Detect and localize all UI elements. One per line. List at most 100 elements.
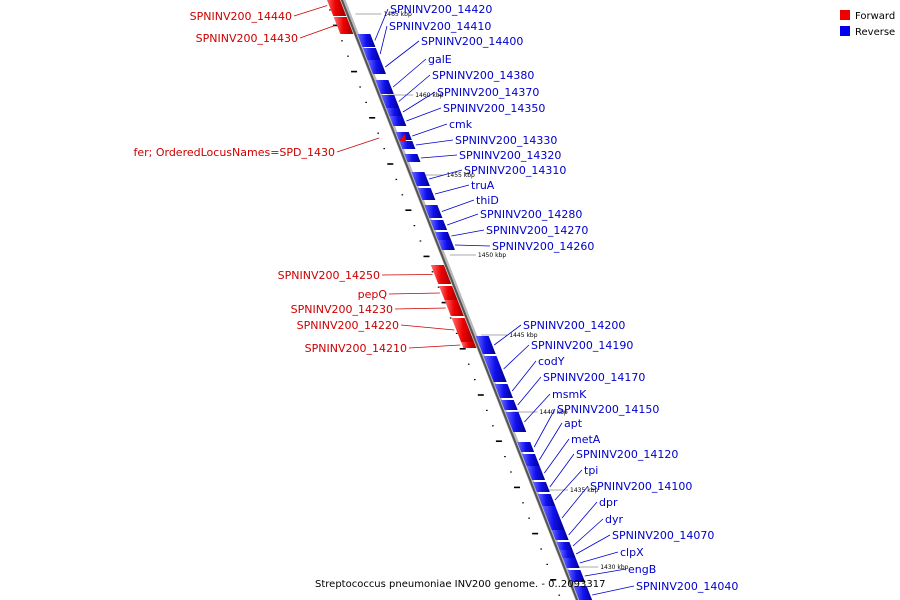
gene-leader	[406, 107, 442, 122]
gene-leader	[381, 274, 433, 276]
scale-tick-label: 1450 kbp	[478, 252, 506, 259]
gene-block-spninv200-14170[interactable]	[500, 400, 518, 410]
gene-block-spninv200-14420[interactable]	[357, 34, 376, 47]
gene-label-cmk[interactable]: cmk	[449, 118, 473, 131]
gene-label-spninv200-14260[interactable]: SPNINV200_14260	[492, 240, 594, 253]
gene-label-spninv200-14230[interactable]: SPNINV200_14230	[291, 303, 393, 316]
gene-block-spninv200-14280[interactable]	[430, 220, 448, 230]
gene-label-spninv200-14330[interactable]: SPNINV200_14330	[455, 134, 557, 147]
gene-label-spninv200-14150[interactable]: SPNINV200_14150	[557, 403, 659, 416]
gene-block-clpx[interactable]	[562, 558, 580, 568]
gene-label-spninv200-14420[interactable]: SPNINV200_14420	[390, 3, 492, 16]
gene-leader	[455, 244, 491, 247]
gene-label-spninv200-14170[interactable]: SPNINV200_14170	[543, 371, 645, 384]
scale-tick-label: 1455 kbp	[447, 172, 475, 179]
gene-label-spninv200-14250[interactable]: SPNINV200_14250	[278, 269, 380, 282]
gene-label-spninv200-14380[interactable]: SPNINV200_14380	[432, 69, 534, 82]
gene-label-engb[interactable]: engB	[628, 563, 656, 576]
gene-block-fer-orderedlocusnames-spd-1430[interactable]	[398, 134, 406, 141]
gene-block-spninv200-14220[interactable]	[451, 318, 475, 342]
gene-label-spninv200-14270[interactable]: SPNINV200_14270	[486, 224, 588, 237]
gene-block-spninv200-14380[interactable]	[381, 95, 400, 108]
gene-block-pepq[interactable]	[439, 286, 458, 300]
gene-block-spninv200-14210[interactable]	[461, 342, 477, 348]
gene-block-spninv200-14320[interactable]	[404, 154, 421, 162]
gene-label-spninv200-14210[interactable]: SPNINV200_14210	[305, 342, 407, 355]
gene-block-engb[interactable]	[567, 570, 586, 582]
gene-block-spninv200-14270[interactable]	[434, 232, 452, 240]
gene-label-spninv200-14430[interactable]: SPNINV200_14430	[196, 32, 298, 45]
gene-leader	[299, 25, 336, 39]
gene-leader	[408, 344, 461, 349]
gene-block-spninv200-14410[interactable]	[362, 48, 381, 60]
gene-label-spninv200-14400[interactable]: SPNINV200_14400	[421, 35, 523, 48]
gene-leader	[402, 91, 436, 113]
gene-label-spninv200-14190[interactable]: SPNINV200_14190	[531, 339, 633, 352]
gene-block-spninv200-14310[interactable]	[411, 172, 430, 186]
gene-label-spninv200-14370[interactable]: SPNINV200_14370	[437, 86, 539, 99]
gene-label-fer-orderedlocusnames-spd-1430[interactable]: fer; OrderedLocusNames=SPD_1430	[133, 146, 335, 159]
gene-label-spninv200-14100[interactable]: SPNINV200_14100	[590, 480, 692, 493]
gene-block-thid[interactable]	[424, 205, 443, 218]
gene-label-spninv200-14070[interactable]: SPNINV200_14070	[612, 529, 714, 542]
gene-label-spninv200-14120[interactable]: SPNINV200_14120	[576, 448, 678, 461]
genome-caption: Streptococcus pneumoniae INV200 genome. …	[315, 579, 605, 590]
gene-block-spninv200-14190[interactable]	[483, 356, 507, 382]
gene-leader	[429, 169, 463, 180]
gene-block-spninv200-14430[interactable]	[333, 17, 354, 34]
gene-label-spninv200-14200[interactable]: SPNINV200_14200	[523, 319, 625, 332]
gene-leader	[420, 154, 458, 159]
gene-block-spninv200-14120[interactable]	[532, 482, 550, 492]
gene-block-tpi[interactable]	[537, 494, 556, 506]
gene-block-spninv200-14100[interactable]	[542, 506, 565, 530]
gene-label-pepq[interactable]: pepQ	[358, 288, 388, 301]
gene-block-spninv200-14150[interactable]	[517, 442, 535, 452]
gene-label-apt[interactable]: apt	[564, 417, 583, 430]
gene-block-spninv200-14260[interactable]	[438, 240, 455, 250]
gene-label-spninv200-14040[interactable]: SPNINV200_14040	[636, 580, 738, 593]
gene-leader	[575, 534, 611, 555]
gene-block-apt[interactable]	[521, 454, 540, 466]
scale-tick-label: 1445 kbp	[509, 332, 537, 339]
gene-block-gale[interactable]	[375, 80, 394, 94]
gene-block-spninv200-14250[interactable]	[430, 265, 452, 284]
gene-block-spninv200-14230[interactable]	[444, 300, 464, 316]
gene-leader	[374, 8, 389, 41]
gene-block-spninv200-14350[interactable]	[389, 116, 407, 126]
gene-label-spninv200-14410[interactable]: SPNINV200_14410	[389, 20, 491, 33]
gene-block-dyr[interactable]	[556, 542, 573, 550]
gene-block-trua[interactable]	[417, 188, 436, 200]
gene-label-cody[interactable]: codY	[538, 355, 565, 368]
legend: Forward Reverse	[840, 10, 895, 38]
gene-label-dyr[interactable]: dyr	[605, 513, 623, 526]
gene-block-spninv200-14040[interactable]	[573, 586, 594, 600]
gene-block-spninv200-14200[interactable]	[475, 336, 496, 354]
gene-block-spninv200-14440[interactable]	[325, 0, 347, 16]
gene-block-dpr[interactable]	[551, 530, 569, 540]
gene-label-spninv200-14280[interactable]: SPNINV200_14280	[480, 208, 582, 221]
gene-block-spninv200-14070[interactable]	[559, 550, 576, 558]
gene-label-tpi[interactable]: tpi	[584, 464, 598, 477]
gene-label-spninv200-14320[interactable]: SPNINV200_14320	[459, 149, 561, 162]
gene-label-spninv200-14440[interactable]: SPNINV200_14440	[190, 10, 292, 23]
gene-label-spninv200-14220[interactable]: SPNINV200_14220	[297, 319, 399, 332]
gene-leader	[415, 139, 454, 146]
gene-label-thid[interactable]: thiD	[476, 194, 499, 207]
gene-label-meta[interactable]: metA	[571, 433, 601, 446]
gene-label-dpr[interactable]: dpr	[599, 496, 618, 509]
gene-label-trua[interactable]: truA	[471, 179, 495, 192]
gene-leader	[441, 199, 475, 212]
gene-block-cody[interactable]	[494, 384, 513, 398]
gene-label-clpx[interactable]: clpX	[620, 546, 644, 559]
gene-block-msmk[interactable]	[505, 412, 527, 432]
gene-block-spninv200-14330[interactable]	[399, 141, 416, 149]
gene-label-gale[interactable]: galE	[428, 53, 452, 66]
gene-block-spninv200-14370[interactable]	[386, 108, 403, 116]
gene-label-spninv200-14350[interactable]: SPNINV200_14350	[443, 102, 545, 115]
legend-reverse-label: Reverse	[855, 27, 895, 38]
gene-block-spninv200-14400[interactable]	[367, 60, 387, 74]
gene-label-spninv200-14310[interactable]: SPNINV200_14310	[464, 164, 566, 177]
gene-label-msmk[interactable]: msmK	[552, 388, 587, 401]
gene-block-meta[interactable]	[526, 466, 546, 480]
